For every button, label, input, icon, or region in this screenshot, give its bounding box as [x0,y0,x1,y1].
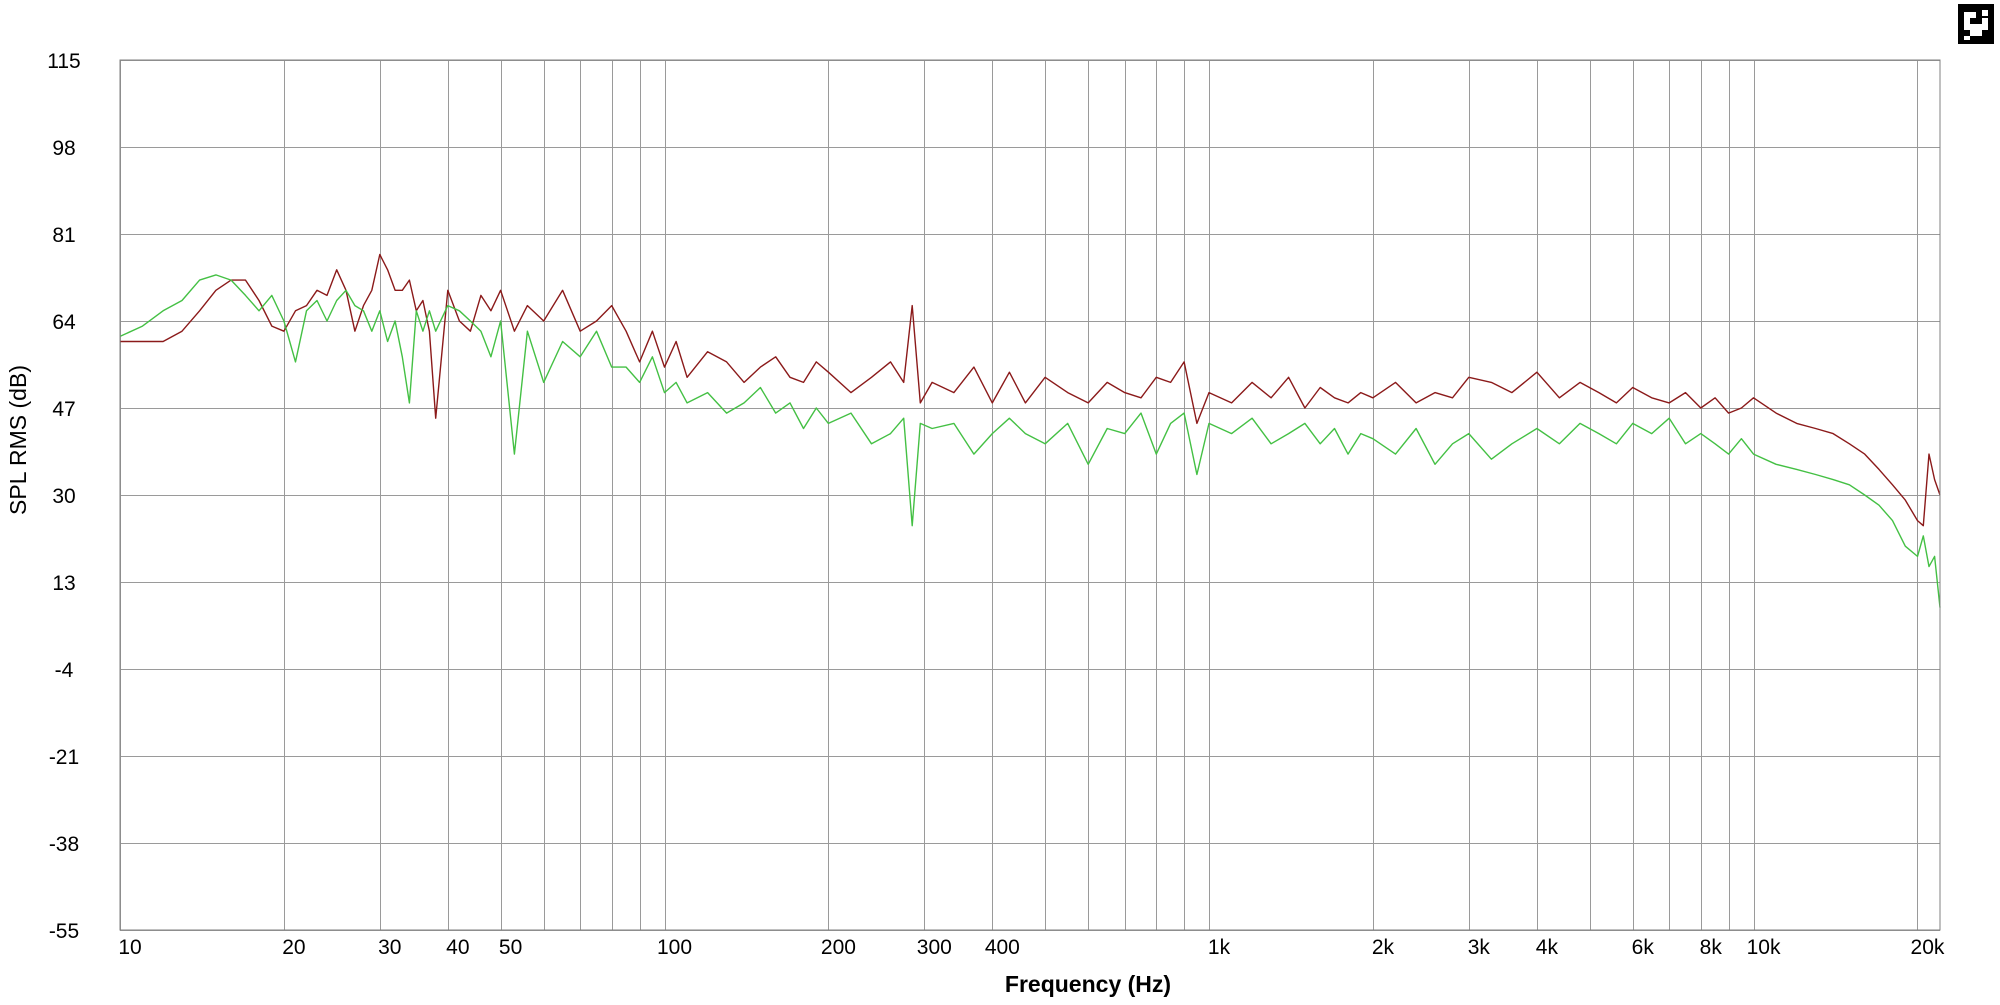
y-tick-label: 47 [52,398,75,421]
x-axis-title: Frequency (Hz) [1005,971,1171,997]
x-tick-label: 50 [499,936,522,959]
x-tick-label: 3k [1468,936,1491,959]
y-axis-title: SPL RMS (dB) [5,365,31,515]
x-tick-labels: 10 20 30 40 50 100 200 300 400 1k 2k 3k 4k 6k 8k 10k 20k [118,936,1945,959]
series-line-2 [119,274,1941,608]
x-tick-label: 4k [1536,936,1559,959]
x-tick-label: 30 [378,936,401,959]
y-tick-labels: 115 98 81 64 47 30 13 -4 -21 -38 -55 [47,50,80,943]
y-tick-label: 115 [47,50,80,73]
x-tick-label: 6k [1632,936,1655,959]
x-tick-label: 100 [657,936,692,959]
y-tick-label: -21 [49,746,79,769]
grid-layer [120,60,1940,931]
y-tick-label: 81 [52,224,75,247]
x-tick-label: 200 [821,936,856,959]
y-tick-label: -55 [49,920,79,943]
x-tick-label: 1k [1208,936,1231,959]
plot-frame [119,59,1941,931]
series-line-1 [120,253,1941,527]
series-layer [119,253,1941,608]
x-tick-label: 10 [118,936,141,959]
y-tick-label: -38 [49,833,79,856]
x-tick-label: 8k [1700,936,1723,959]
x-tick-label: 300 [917,936,952,959]
x-tick-label: 10k [1747,936,1781,959]
y-tick-label: 30 [52,485,75,508]
x-tick-label: 2k [1372,936,1395,959]
corner-logo-icon [1958,4,1994,44]
y-tick-label: 13 [52,572,75,595]
x-tick-label: 20 [282,936,305,959]
x-tick-label: 400 [985,936,1020,959]
x-tick-label: 20k [1911,936,1945,959]
y-tick-label: 98 [52,137,75,160]
y-tick-label: -4 [55,659,74,682]
x-tick-label: 40 [446,936,469,959]
y-tick-label: 64 [52,311,76,334]
